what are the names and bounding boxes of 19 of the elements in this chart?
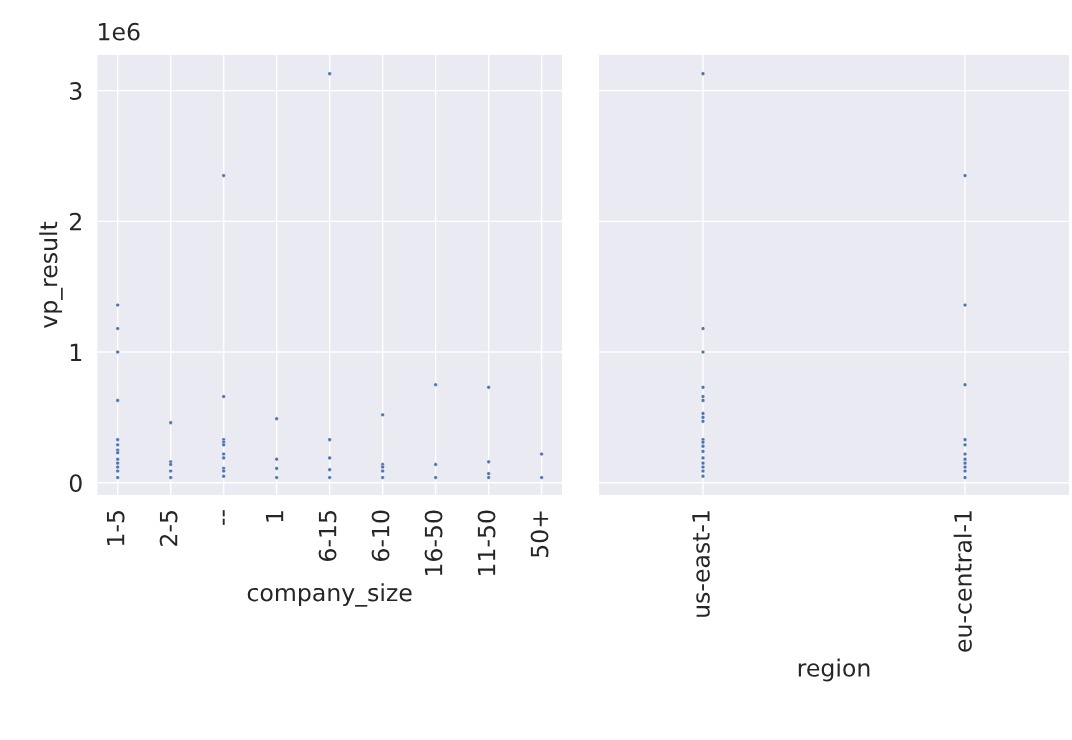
x-axis-title: company_size [247,583,412,607]
x-tick-label: 1-5 [106,511,125,545]
y-tick-label: 2 [69,212,81,231]
x-tick-label: 50+ [530,511,549,557]
y-tick-label: 3 [70,82,82,100]
x-axis-title: region [798,658,870,682]
x-tick-label: 1 [265,511,284,522]
text: 1e6 [99,22,140,41]
x-tick-label: 11-50 [477,510,496,576]
x-tick-label: 6-15 [318,511,337,561]
x-tick-label: us-east-1 [692,511,710,617]
y-tick-label: 1 [70,343,82,361]
y-axis-title: vp_result [39,221,63,328]
x-tick-label: 16-50 [424,510,443,576]
x-tick-label: 2-5 [159,511,178,546]
x-tick-label: -- [222,510,225,525]
x-tick-label: eu-central-1 [953,511,972,652]
x-tick-label: 6-10 [371,510,390,561]
y-tick-label: 0 [69,474,82,493]
